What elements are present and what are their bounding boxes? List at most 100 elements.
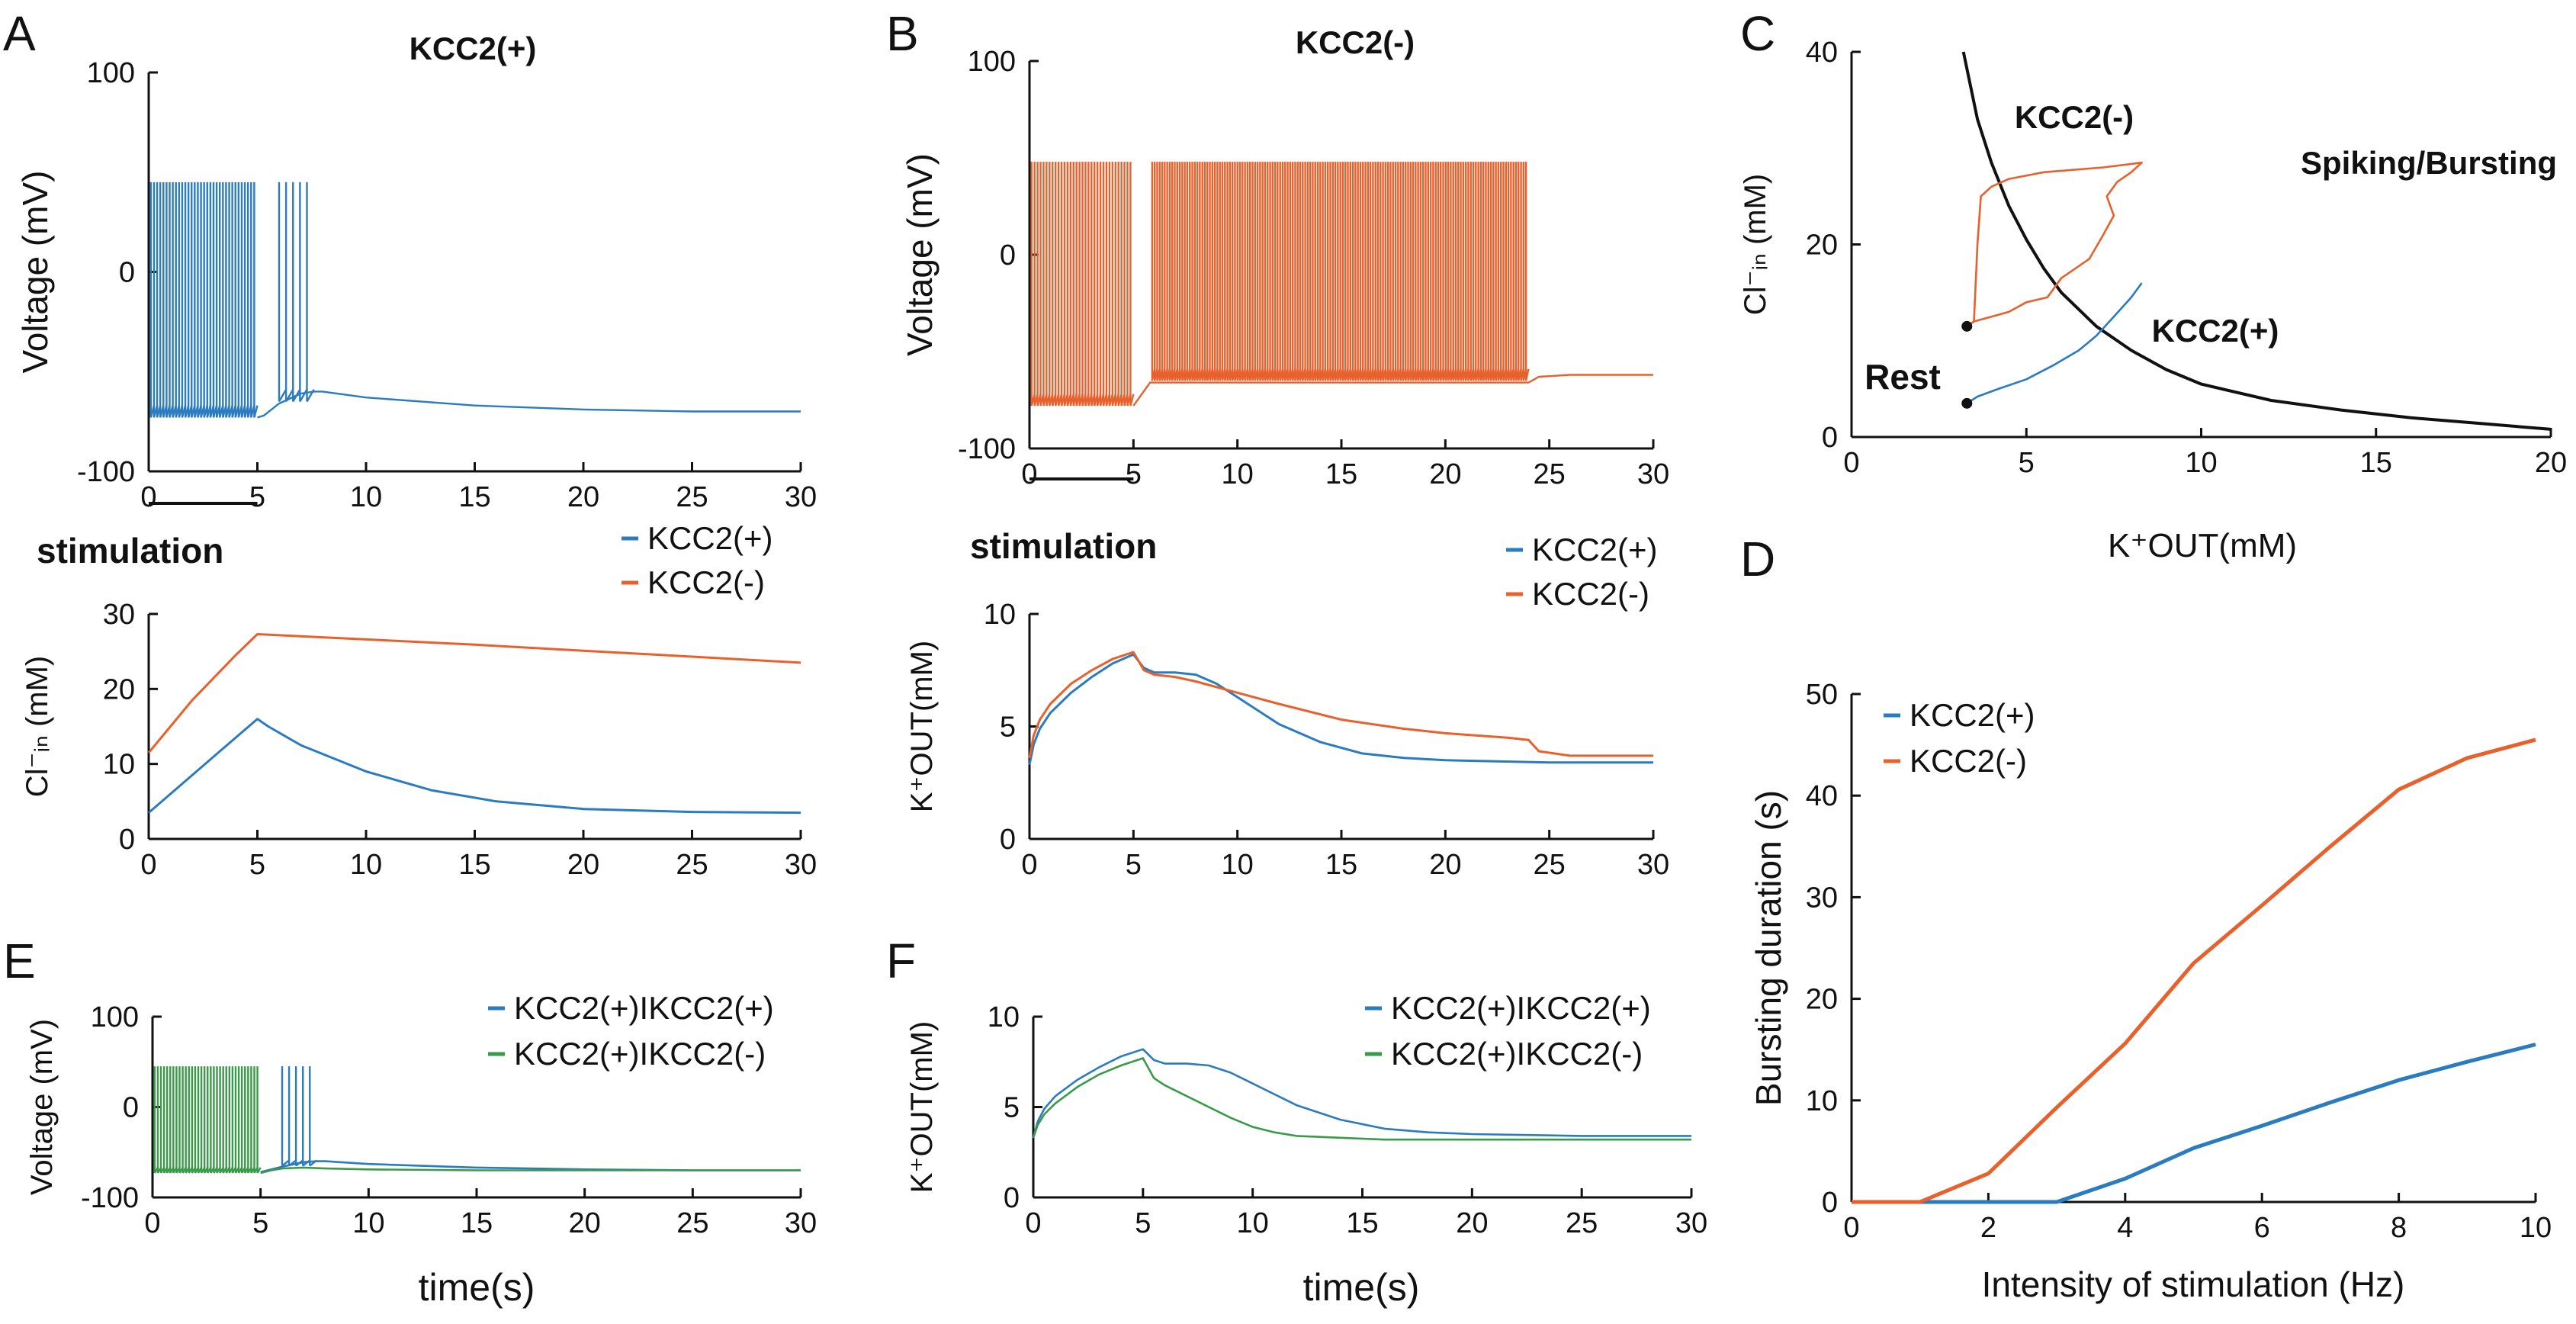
annotation-kcc2-plus: KCC2(+) bbox=[2152, 313, 2279, 349]
y-tick-label: 20 bbox=[1806, 230, 1838, 262]
x-tick-label: 5 bbox=[2019, 447, 2035, 479]
y-tick-label: -100 bbox=[958, 433, 1016, 465]
x-tick-label: 5 bbox=[1126, 849, 1142, 881]
series-line bbox=[1132, 374, 1653, 407]
x-tick-label: 15 bbox=[458, 849, 490, 881]
x-tick-label: 15 bbox=[1325, 458, 1357, 490]
x-tick-label: 15 bbox=[1346, 1207, 1378, 1239]
y-tick-label: 0 bbox=[1822, 1187, 1838, 1219]
x-tick-label: 0 bbox=[1025, 1207, 1041, 1239]
start-point bbox=[1961, 397, 1973, 409]
x-tick-label: 15 bbox=[1325, 849, 1357, 881]
annotation-spiking-bursting: Spiking/Bursting bbox=[2301, 145, 2557, 181]
x-tick-label: 5 bbox=[1126, 458, 1142, 490]
x-tick-label: 10 bbox=[2185, 447, 2217, 479]
legend-entry: KCC2(+)IKCC2(-) bbox=[1391, 1036, 1643, 1072]
x-tick-label: 25 bbox=[1566, 1207, 1598, 1239]
y-axis-label: Voltage (mV) bbox=[15, 171, 55, 374]
x-tick-label: 0 bbox=[1843, 447, 1859, 479]
series-line-kcc2-ikcc2- bbox=[260, 1166, 801, 1175]
x-tick-label: 20 bbox=[1456, 1207, 1488, 1239]
x-tick-label: 10 bbox=[352, 1207, 384, 1239]
legend-entry: KCC2(-) bbox=[647, 564, 765, 600]
y-tick-label: 10 bbox=[988, 1001, 1020, 1033]
x-axis-label: K⁺OUT(mM) bbox=[2108, 527, 2297, 564]
x-tick-label: 10 bbox=[1222, 458, 1254, 490]
x-tick-label: 0 bbox=[144, 1207, 160, 1239]
spike-reset bbox=[256, 1167, 262, 1174]
series-line-kcc2- bbox=[1852, 738, 2536, 1204]
spike-train bbox=[1030, 162, 1135, 407]
series-line bbox=[257, 390, 801, 419]
stimulation-label: stimulation bbox=[970, 526, 1157, 566]
y-tick-label: 10 bbox=[984, 599, 1016, 631]
y-tick-label: 30 bbox=[1806, 882, 1838, 914]
series-line-kcc2- bbox=[148, 718, 801, 815]
x-tick-label: 5 bbox=[249, 481, 265, 513]
y-axis-label: Cl⁻ᵢₙ (mM) bbox=[21, 656, 54, 798]
x-tick-label: 5 bbox=[249, 849, 265, 881]
x-tick-label: 30 bbox=[1637, 849, 1669, 881]
x-tick-label: 5 bbox=[252, 1207, 268, 1239]
spike-reset bbox=[299, 389, 308, 403]
y-tick-label: 20 bbox=[1806, 984, 1838, 1016]
series-line-kcc2-ikcc2- bbox=[1032, 1048, 1691, 1139]
spike-reset bbox=[281, 1159, 290, 1167]
x-tick-label: 20 bbox=[2535, 447, 2567, 479]
panel-letter-e: E bbox=[3, 934, 36, 988]
legend-entry: KCC2(-) bbox=[1532, 576, 1649, 612]
x-tick-label: 0 bbox=[1021, 849, 1037, 881]
x-tick-label: 0 bbox=[1843, 1212, 1859, 1244]
y-tick-label: 0 bbox=[1004, 1182, 1020, 1214]
y-tick-label: 50 bbox=[1806, 679, 1838, 711]
panel-letter-a: A bbox=[3, 6, 36, 61]
x-tick-label: 5 bbox=[1135, 1207, 1151, 1239]
legend-entry: KCC2(+)IKCC2(+) bbox=[514, 990, 774, 1026]
y-tick-label: 0 bbox=[123, 1092, 139, 1124]
x-tick-label: 30 bbox=[785, 1207, 817, 1239]
y-tick-label: 0 bbox=[119, 824, 135, 856]
spike-train bbox=[278, 182, 315, 403]
chart-title: KCC2(+) bbox=[410, 31, 537, 66]
series-line-kcc2- bbox=[147, 633, 801, 754]
x-tick-label: 25 bbox=[676, 481, 708, 513]
spike-reset bbox=[278, 389, 287, 403]
x-tick-label: 2 bbox=[1980, 1212, 1996, 1244]
panel-letter-f: F bbox=[886, 934, 916, 988]
x-tick-label: 8 bbox=[2391, 1212, 2407, 1244]
panel-letter-d: D bbox=[1740, 532, 1775, 586]
x-tick-label: 20 bbox=[567, 849, 599, 881]
x-tick-label: 20 bbox=[569, 1207, 601, 1239]
x-tick-label: 0 bbox=[140, 481, 156, 513]
y-axis-label: Bursting duration (s) bbox=[1749, 790, 1788, 1106]
legend-entry: KCC2(+)IKCC2(-) bbox=[514, 1036, 766, 1072]
x-tick-label: 25 bbox=[1534, 849, 1566, 881]
x-axis-label: time(s) bbox=[1303, 1266, 1420, 1309]
x-axis-label: time(s) bbox=[419, 1266, 535, 1309]
x-tick-label: 20 bbox=[567, 481, 599, 513]
x-tick-label: 15 bbox=[461, 1207, 493, 1239]
x-tick-label: 0 bbox=[140, 849, 156, 881]
spike-reset bbox=[1524, 368, 1530, 381]
series-line-kcc2- bbox=[1028, 653, 1653, 765]
y-tick-label: 0 bbox=[1000, 239, 1016, 272]
stimulation-label: stimulation bbox=[37, 531, 223, 570]
y-tick-label: 100 bbox=[87, 57, 135, 89]
y-tick-label: 5 bbox=[1000, 712, 1016, 744]
series-line-kcc2-ikcc2- bbox=[1032, 1057, 1691, 1141]
legend-entry: KCC2(+) bbox=[1910, 697, 2035, 733]
x-tick-label: 10 bbox=[2520, 1212, 2552, 1244]
start-point bbox=[1961, 320, 1973, 332]
y-axis-label: K⁺OUT(mM) bbox=[905, 1021, 939, 1194]
y-tick-label: 100 bbox=[968, 46, 1016, 78]
x-tick-label: 10 bbox=[1237, 1207, 1269, 1239]
y-tick-label: 0 bbox=[119, 257, 135, 289]
x-tick-label: 20 bbox=[1429, 458, 1461, 490]
y-tick-label: 20 bbox=[103, 673, 135, 705]
y-tick-label: 5 bbox=[1004, 1092, 1020, 1124]
y-tick-label: 0 bbox=[1822, 422, 1838, 454]
legend-entry: KCC2(+) bbox=[647, 520, 773, 556]
